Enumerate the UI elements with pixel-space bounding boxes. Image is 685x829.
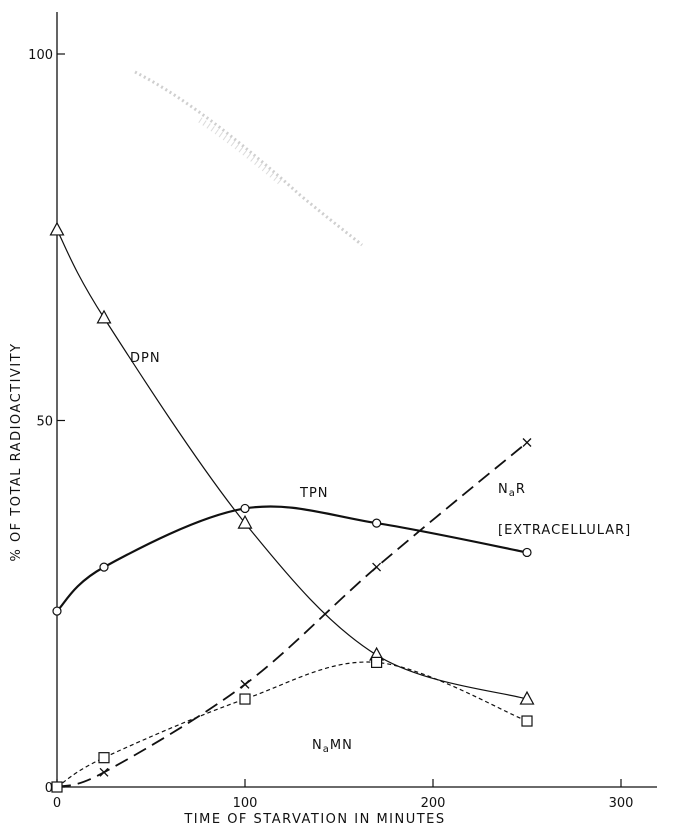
nar-label-tail: R [516, 482, 526, 497]
axes: 0 100 200 300 0 50 100 [28, 12, 657, 811]
nar-label-sub: a [509, 488, 516, 499]
series-namn [51, 656, 533, 793]
data-point-dpn [237, 514, 253, 529]
data-point-namn [371, 656, 383, 668]
x-tick-label: 200 [421, 796, 446, 811]
x-marker-stroke [99, 767, 109, 777]
data-point-tpn [522, 547, 532, 558]
namn-label-main: N [312, 738, 323, 753]
data-point-tpn [99, 562, 109, 572]
series-line-namn [56, 661, 528, 788]
data-point-namn [98, 752, 110, 764]
series-annotation-extracellular: [EXTRACELLULAR] [498, 523, 631, 538]
data-point-nar [522, 438, 532, 447]
namn-label-tail: MN [330, 738, 353, 753]
x-tick-label: 0 [53, 796, 61, 811]
data-point-tpn [240, 503, 250, 514]
scan-smudge [134, 70, 363, 247]
y-tick-label: 0 [45, 781, 53, 796]
nar-label-main: N [498, 482, 509, 497]
data-point-nar [99, 767, 109, 777]
x-marker-stroke [240, 679, 250, 689]
data-point-dpn [519, 690, 535, 705]
series-label-tpn: TPN [299, 486, 329, 501]
x-axis-title: TIME OF STARVATION IN MINUTES [183, 812, 445, 827]
series-layer [49, 221, 535, 793]
data-point-namn [51, 781, 63, 793]
data-point-dpn [49, 221, 65, 236]
y-tick-label: 50 [36, 415, 53, 430]
x-marker-stroke [522, 438, 532, 447]
y-axis-title: % OF TOTAL RADIOACTIVITY [9, 342, 24, 561]
series-label-nar: NaR [498, 482, 526, 499]
series-label-namn: NaMN [312, 738, 353, 755]
x-marker-stroke [372, 562, 382, 572]
data-point-nar [372, 562, 382, 572]
y-tick-label: 100 [28, 48, 53, 63]
data-point-namn [521, 715, 533, 727]
namn-label-sub: a [323, 744, 330, 755]
data-point-dpn [96, 309, 112, 324]
x-tick-label: 300 [609, 796, 634, 811]
x-tick-label: 100 [233, 796, 258, 811]
series-line-tpn [56, 505, 528, 612]
series-tpn [52, 503, 532, 616]
data-point-namn [239, 693, 251, 705]
data-point-tpn [372, 518, 382, 528]
data-point-nar [240, 679, 250, 689]
data-point-tpn [52, 606, 62, 616]
series-label-dpn: DPN [130, 351, 161, 366]
